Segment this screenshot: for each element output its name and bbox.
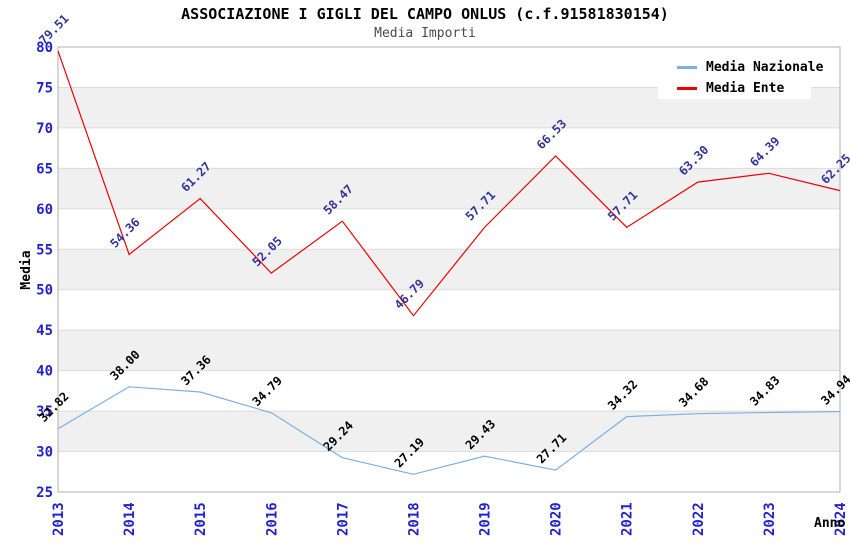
x-tick-label: 2018 — [406, 502, 422, 536]
legend: Media Nazionale Media Ente — [658, 53, 823, 99]
x-tick-label: 2013 — [51, 502, 67, 536]
legend-label-media-ente: Media Ente — [706, 81, 785, 96]
plot-border — [57, 46, 841, 493]
y-tick-label: 55 — [36, 242, 53, 258]
y-tick-label: 70 — [36, 121, 53, 137]
x-tick-label: 2024 — [833, 502, 849, 536]
data-point-label: 34.32 — [605, 377, 640, 412]
legend-item-media-ente: Media Ente — [677, 78, 811, 99]
data-point-label: 34.94 — [818, 372, 850, 407]
legend-swatch-media-nazionale-icon — [677, 66, 697, 69]
x-tick-label: 2016 — [264, 502, 280, 536]
series-line-media-ente — [57, 50, 841, 317]
plot-band — [58, 411, 840, 452]
data-point-label: 54.36 — [107, 215, 142, 250]
legend-item-media-nazionale: Media Nazionale — [677, 57, 823, 78]
x-tick-label: 2014 — [122, 502, 138, 536]
x-axis-title: Anno — [814, 516, 845, 531]
y-tick-label: 35 — [36, 404, 53, 420]
y-tick-label: 75 — [36, 80, 53, 96]
y-tick-label: 50 — [36, 283, 53, 299]
y-tick-label: 80 — [36, 40, 53, 56]
plot-band — [58, 249, 840, 290]
data-point-label: 34.83 — [747, 373, 782, 408]
y-tick-label: 45 — [36, 323, 53, 339]
legend-label-media-nazionale: Media Nazionale — [706, 60, 824, 75]
y-tick-label: 25 — [36, 485, 53, 501]
x-tick-label: 2015 — [193, 502, 209, 536]
y-axis-title: Media — [19, 250, 34, 289]
y-tick-label: 65 — [36, 161, 53, 177]
chart-subtitle: Media Importi — [374, 26, 476, 41]
x-tick-label: 2022 — [691, 502, 707, 536]
y-tick-label: 60 — [36, 202, 53, 218]
y-tick-label: 30 — [36, 445, 53, 461]
plot-band — [58, 330, 840, 371]
data-point-label: 34.79 — [249, 373, 284, 408]
data-point-label: 64.39 — [747, 134, 782, 169]
legend-swatch-media-ente-icon — [677, 87, 697, 90]
plot-band — [58, 168, 840, 209]
chart-title: ASSOCIAZIONE I GIGLI DEL CAMPO ONLUS (c.… — [181, 5, 669, 23]
series-line-media-nazionale — [57, 386, 841, 475]
y-tick-label: 40 — [36, 364, 53, 380]
x-tick-label: 2020 — [549, 502, 565, 536]
x-tick-label: 2019 — [478, 502, 494, 536]
data-point-label: 34.68 — [676, 374, 711, 409]
x-tick-label: 2023 — [762, 502, 778, 536]
x-tick-label: 2017 — [335, 502, 351, 536]
x-tick-label: 2021 — [620, 502, 636, 536]
